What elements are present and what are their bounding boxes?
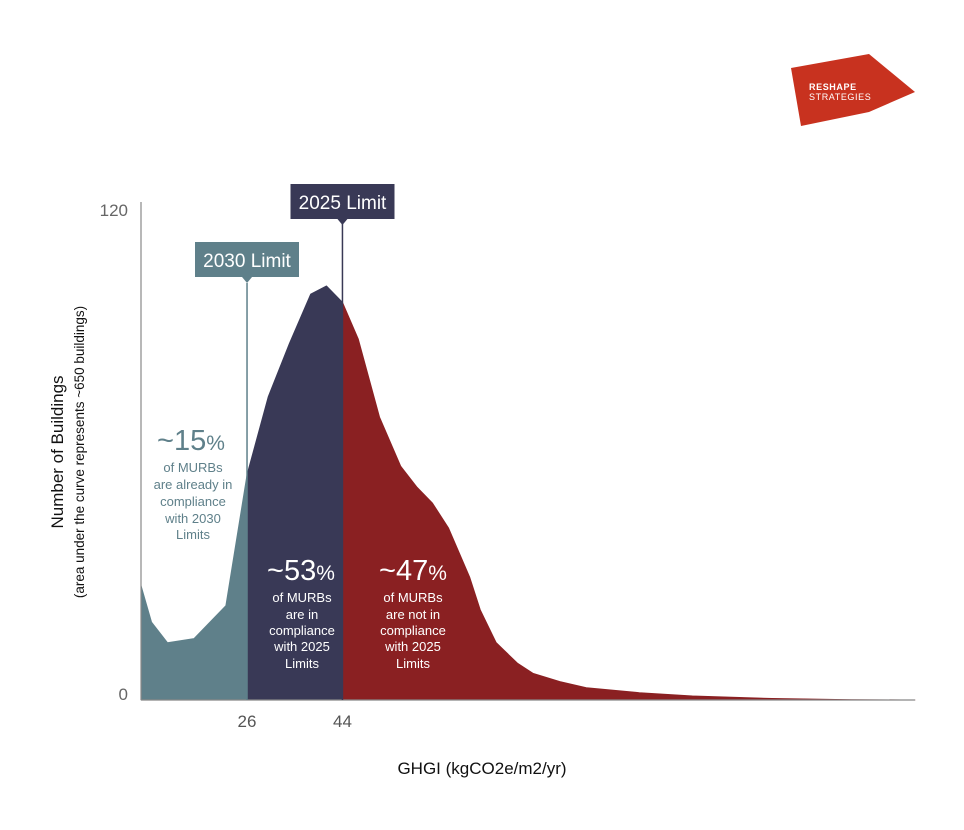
annotation-non-compliance-line-4: with 2025 xyxy=(384,639,441,654)
annotation-2025-percent-value: ~53 xyxy=(267,555,316,587)
annotation-2030-line-3: compliance xyxy=(160,494,226,509)
limit-2030-pointer xyxy=(242,277,253,283)
logo-line-1: RESHAPE xyxy=(809,82,857,92)
limit-2025-marker: 2025 Limit xyxy=(290,184,395,700)
annotation-2030-percent-value: ~15 xyxy=(157,425,206,457)
annotation-non-compliance-line-5: Limits xyxy=(396,656,430,671)
annotation-non-compliance-percent-sign: % xyxy=(428,562,447,585)
y-tick-label-max: 120 xyxy=(100,201,128,220)
curve-areas xyxy=(140,285,916,701)
y-axis-subtitle: (area under the curve represents ~650 bu… xyxy=(72,306,87,598)
area-non-compliant xyxy=(342,301,916,701)
limit-2030-marker: 2030 Limit xyxy=(195,242,299,700)
annotation-2030-percent: ~15% xyxy=(157,425,225,457)
annotation-2030-line-5: Limits xyxy=(176,527,210,542)
annotation-2025-line-5: Limits xyxy=(285,656,319,671)
logo-text: RESHAPE STRATEGIES xyxy=(809,82,871,102)
annotation-non-compliance-percent-value: ~47 xyxy=(379,555,428,587)
x-tick-label-26: 26 xyxy=(238,712,257,731)
annotation-non-compliance-line-2: are not in xyxy=(386,607,440,622)
reshape-strategies-logo: RESHAPE STRATEGIES xyxy=(791,54,915,126)
x-tick-label-44: 44 xyxy=(333,712,352,731)
annotation-2025-percent: ~53% xyxy=(267,555,335,587)
limit-2025-label-box xyxy=(290,184,395,219)
logo-line-2: STRATEGIES xyxy=(809,92,872,102)
annotation-2025-line-2: are in xyxy=(286,607,319,622)
annotation-2030-line-2: are already in xyxy=(154,477,233,492)
annotation-2025-compliance: ~53% of MURBs are in compliance with 202… xyxy=(267,555,335,671)
limit-2030-label-box xyxy=(195,242,299,277)
annotation-non-compliance-line-3: compliance xyxy=(380,623,446,638)
annotation-2030-line-1: of MURBs xyxy=(163,460,223,475)
limit-2025-label: 2025 Limit xyxy=(299,193,387,214)
logo-shape xyxy=(791,54,915,126)
annotation-non-compliance-line-1: of MURBs xyxy=(383,590,443,605)
annotation-2030-percent-sign: % xyxy=(206,432,225,455)
annotation-2025-percent-sign: % xyxy=(316,562,335,585)
annotation-non-compliance: ~47% of MURBs are not in compliance with… xyxy=(379,555,447,671)
annotation-2025-line-4: with 2025 xyxy=(273,639,330,654)
annotation-2025-line-1: of MURBs xyxy=(272,590,332,605)
annotation-2030-compliance: ~15% of MURBs are already in compliance … xyxy=(154,425,233,542)
annotation-2030-line-4: with 2030 xyxy=(164,511,221,526)
y-tick-label-min: 0 xyxy=(119,685,128,704)
x-axis-title: GHGI (kgCO2e/m2/yr) xyxy=(397,759,566,778)
limit-2025-pointer xyxy=(337,219,348,225)
annotation-2025-line-3: compliance xyxy=(269,623,335,638)
limit-2030-label: 2030 Limit xyxy=(203,251,291,272)
annotation-non-compliance-percent: ~47% xyxy=(379,555,447,587)
y-axis-title: Number of Buildings xyxy=(48,375,67,528)
